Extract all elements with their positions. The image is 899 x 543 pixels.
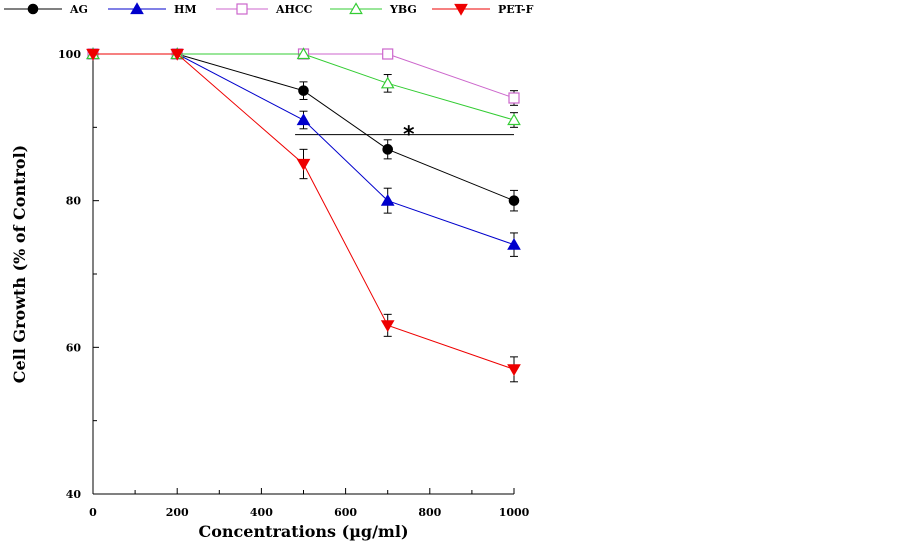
x-tick-label: 800 (418, 506, 441, 519)
y-axis-title: Cell Growth (% of Control) (10, 145, 29, 383)
axes: 0 200 400 600 800 1000 40 60 80 100 (58, 48, 530, 519)
series-pet-f (86, 48, 521, 383)
x-tick-label: 400 (250, 506, 273, 519)
legend-item-ahcc: AHCC (216, 3, 313, 16)
legend: AG HM AHCC YBG PET-F (4, 2, 534, 16)
y-tick-label: 40 (66, 488, 82, 501)
data-point (382, 48, 394, 60)
legend-label: HM (174, 3, 197, 16)
data-point (507, 113, 521, 126)
data-point (380, 193, 395, 206)
data-point (170, 48, 185, 61)
legend-item-hm: HM (108, 2, 197, 16)
x-axis-title: Concentrations (µg/ml) (198, 522, 408, 541)
legend-label: AG (69, 3, 88, 16)
data-point (380, 320, 395, 333)
data-point (296, 158, 311, 171)
legend-marker (27, 3, 39, 15)
data-point (86, 48, 100, 61)
y-tick-label: 100 (58, 48, 81, 61)
legend-marker (236, 3, 248, 15)
legend-marker (349, 2, 363, 15)
data-point (380, 76, 395, 89)
data-point (298, 85, 309, 96)
y-tick-label: 60 (66, 341, 82, 354)
data-point (508, 92, 520, 104)
data-point (508, 195, 520, 206)
legend-label: AHCC (275, 3, 313, 16)
series-layer (86, 47, 521, 383)
legend-item-ybg: YBG (330, 2, 417, 16)
legend-item-pet-f: PET-F (432, 3, 534, 16)
y-tick-label: 80 (66, 195, 82, 208)
x-tick-label: 200 (166, 506, 189, 519)
x-tick-label: 600 (334, 506, 357, 519)
annotations: * (295, 123, 514, 148)
x-tick-label: 0 (89, 506, 97, 519)
data-point (296, 47, 311, 60)
data-point (507, 237, 521, 250)
series-ag (87, 48, 520, 212)
data-point (507, 364, 521, 377)
legend-label: PET-F (498, 3, 534, 16)
data-point (382, 144, 394, 155)
x-tick-label: 1000 (499, 506, 530, 519)
data-point (296, 113, 311, 126)
legend-marker (130, 2, 144, 15)
legend-label: YBG (389, 3, 417, 16)
legend-item-ag: AG (4, 3, 88, 16)
significance-asterisk: * (403, 123, 415, 148)
legend-marker (454, 3, 468, 16)
